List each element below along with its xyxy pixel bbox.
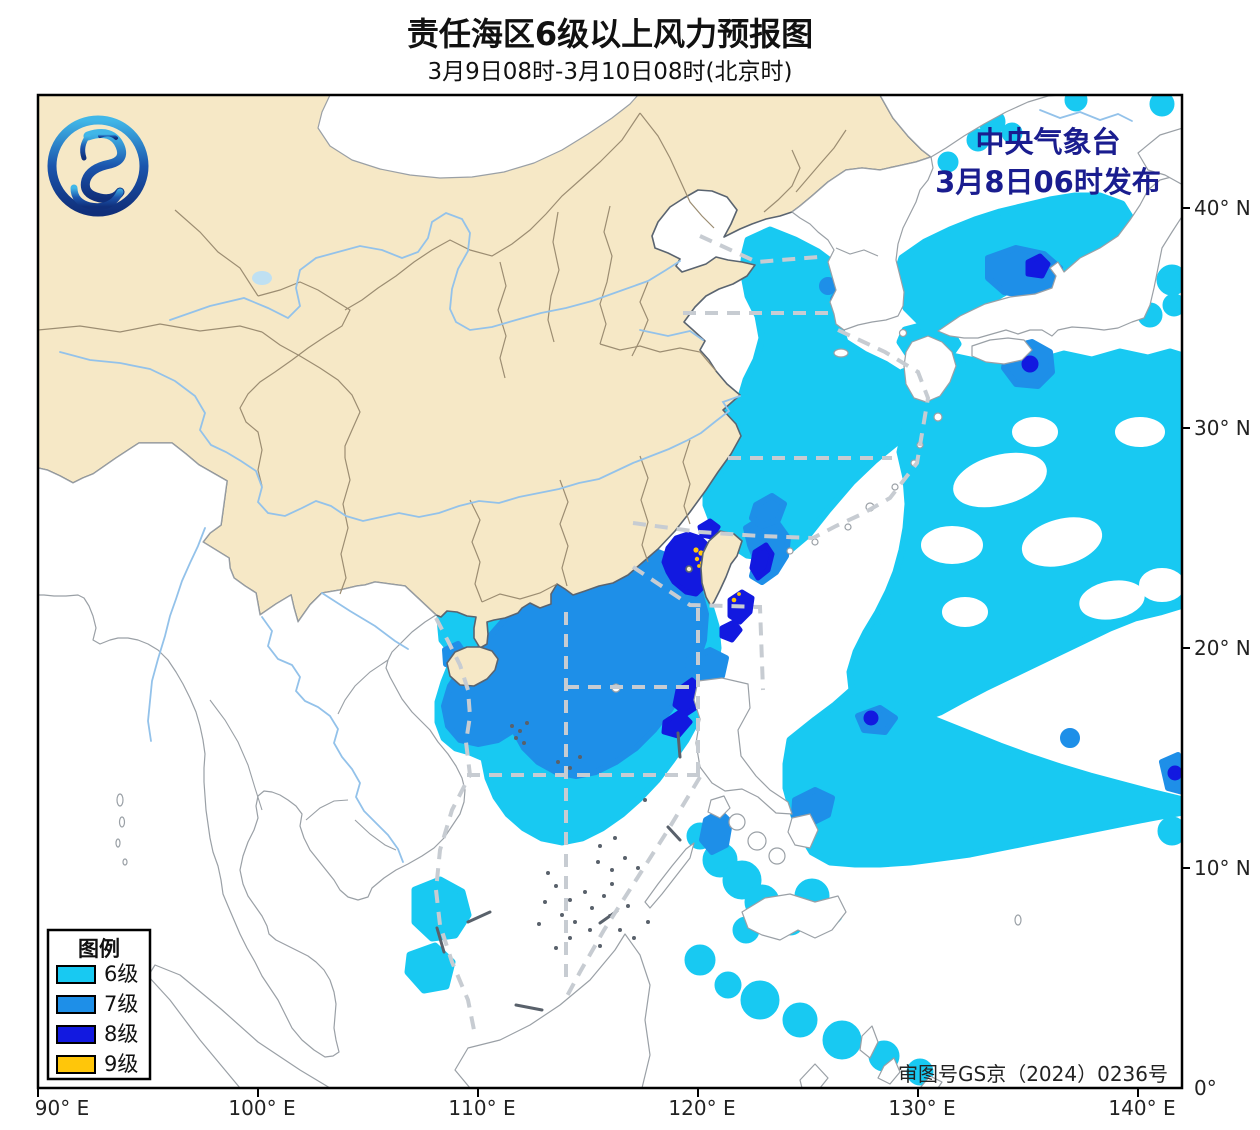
lon-label-90: 90° E [35, 1096, 89, 1120]
indochina [38, 442, 466, 1058]
legend-label-6: 6级 [104, 962, 138, 986]
longitude-axis [37, 1088, 1139, 1097]
map-approval-number: 审图号GS京（2024）0236号 [898, 1062, 1168, 1086]
kyushu [903, 335, 957, 403]
borneo [454, 933, 651, 1088]
legend-swatch-8 [56, 1025, 96, 1044]
lat-label-0: 0° [1194, 1076, 1217, 1100]
korea [791, 156, 934, 331]
page-subtitle: 3月9日08时-3月10日08时(北京时) [428, 59, 793, 85]
calm-holes [921, 417, 1182, 627]
latitude-labels: 40° N 30° N 20° N 10° N 0° [1194, 196, 1251, 1100]
wind-level7-areas [441, 245, 1182, 855]
hokkaido-part [1137, 127, 1182, 186]
legend-title: 图例 [78, 937, 120, 961]
publisher-note: 中央气象台 3月8日06时发布 [935, 125, 1161, 199]
legend-item-7: 7级 [56, 992, 138, 1016]
latitude-axis [1182, 207, 1190, 869]
mindoro [707, 795, 731, 819]
legend-label-9: 9级 [104, 1052, 138, 1076]
lat-label-20: 20° N [1194, 636, 1251, 660]
legend-label-8: 8级 [104, 1022, 138, 1046]
country-borders [209, 247, 879, 851]
qinghai-lake [252, 271, 272, 285]
map-frame [36, 93, 1184, 1090]
jeju [833, 348, 849, 358]
page-title: 责任海区6级以上风力预报图 [407, 15, 813, 53]
legend-item-8: 8级 [56, 1022, 138, 1046]
longitude-labels: 90° E 100° E 110° E 120° E 130° E 140° E [35, 1096, 1176, 1120]
honshu [937, 175, 1182, 339]
rivers [59, 109, 1133, 863]
mindanao [741, 893, 847, 941]
mongolia [317, 95, 639, 179]
legend-label-7: 7级 [104, 992, 138, 1016]
legend: 图例 6级 7级 8级 9级 [46, 928, 152, 1081]
samar [787, 813, 819, 849]
shikoku [971, 337, 1033, 365]
dragon-swirl-icon [80, 129, 127, 204]
lat-label-30: 30° N [1194, 416, 1251, 440]
lon-label-100: 100° E [228, 1096, 295, 1120]
lon-label-130: 130° E [888, 1096, 955, 1120]
legend-swatch-6 [56, 965, 96, 984]
scattered-islets [510, 721, 650, 950]
legend-item-6: 6级 [56, 962, 138, 986]
lon-label-140: 140° E [1108, 1096, 1175, 1120]
cma-logo [47, 115, 149, 217]
lat-label-40: 40° N [1194, 196, 1251, 220]
lon-label-120: 120° E [668, 1096, 735, 1120]
lat-label-10: 10° N [1194, 856, 1251, 880]
map-canvas: 中央气象台 3月8日06时发布 审图号GS京（2024）0236号 图例 6级 … [38, 95, 1182, 1088]
foreign-land [38, 95, 1182, 1088]
china-land [38, 95, 932, 687]
lon-label-110: 110° E [448, 1096, 515, 1120]
legend-swatch-7 [56, 995, 96, 1014]
sumatra [147, 964, 331, 1088]
publisher-line1: 中央气象台 [975, 125, 1120, 159]
province-borders [38, 112, 847, 603]
legend-swatch-9 [56, 1055, 96, 1074]
sea-zone-boundaries [433, 234, 931, 1031]
legend-item-9: 9级 [56, 1052, 138, 1076]
publisher-line2: 3月8日06时发布 [935, 165, 1161, 199]
palawan [644, 842, 695, 909]
